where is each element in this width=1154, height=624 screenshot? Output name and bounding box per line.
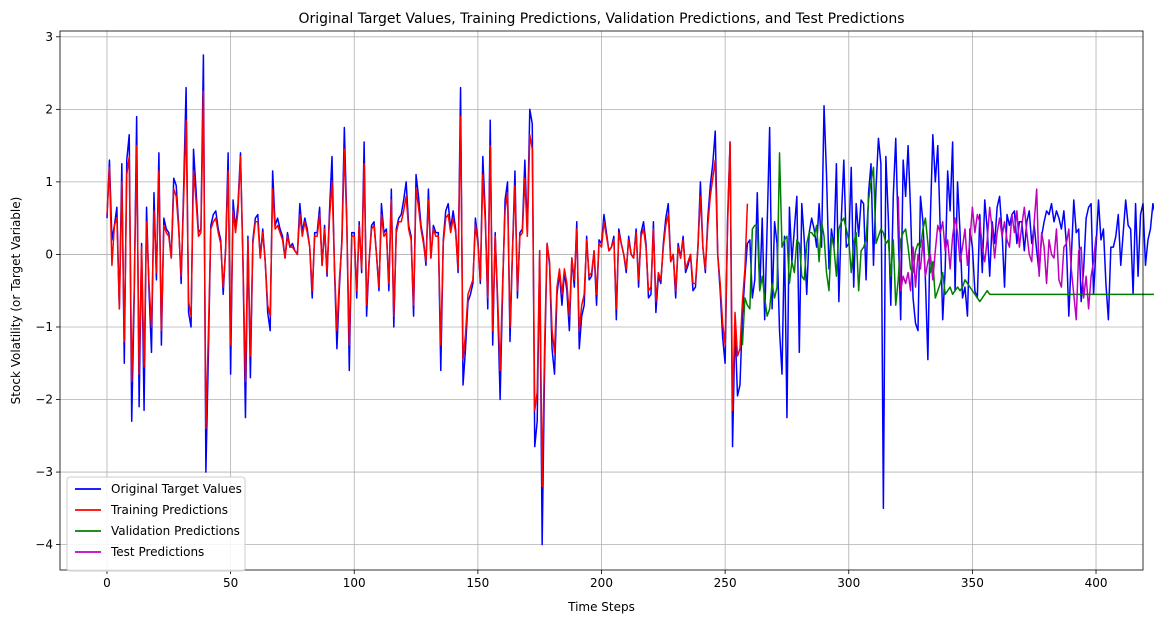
legend-box xyxy=(66,476,246,572)
x-axis-label: Time Steps xyxy=(567,600,635,614)
series-layer xyxy=(106,54,1154,546)
x-tick-label: 300 xyxy=(837,576,860,590)
x-tick-label: 100 xyxy=(343,576,366,590)
legend-label: Test Predictions xyxy=(110,545,204,559)
series-line-1 xyxy=(106,90,749,488)
axis-ticks: 0 50 100 150 200 250 300 350 400 −4 −3 −2 −1 0 1 2 3 xyxy=(35,30,1107,590)
legend-label: Training Predictions xyxy=(110,503,228,517)
y-tick-label: −1 xyxy=(35,320,53,334)
legend-label: Original Target Values xyxy=(111,482,242,496)
chart-title: Original Target Values, Training Predict… xyxy=(298,11,904,27)
legend: Original Target Values Training Predictio… xyxy=(66,476,246,572)
y-tick-label: 0 xyxy=(45,247,53,261)
series-line-3 xyxy=(897,188,1097,321)
grid xyxy=(60,31,1143,570)
y-tick-label: 1 xyxy=(45,175,53,189)
x-tick-label: 0 xyxy=(103,576,111,590)
legend-label: Validation Predictions xyxy=(111,524,240,538)
y-axis-label: Stock Volatility (or Target Variable) xyxy=(9,197,23,405)
y-tick-label: −2 xyxy=(35,393,53,407)
x-tick-label: 400 xyxy=(1085,576,1108,590)
y-tick-label: −3 xyxy=(35,465,53,479)
x-tick-label: 50 xyxy=(223,576,238,590)
y-tick-label: −4 xyxy=(35,538,53,552)
x-tick-label: 150 xyxy=(466,576,489,590)
y-tick-label: 3 xyxy=(45,30,53,44)
x-tick-label: 350 xyxy=(961,576,984,590)
x-tick-label: 200 xyxy=(590,576,613,590)
y-tick-label: 2 xyxy=(45,102,53,116)
x-tick-label: 250 xyxy=(714,576,737,590)
series-line-2 xyxy=(741,152,1154,346)
